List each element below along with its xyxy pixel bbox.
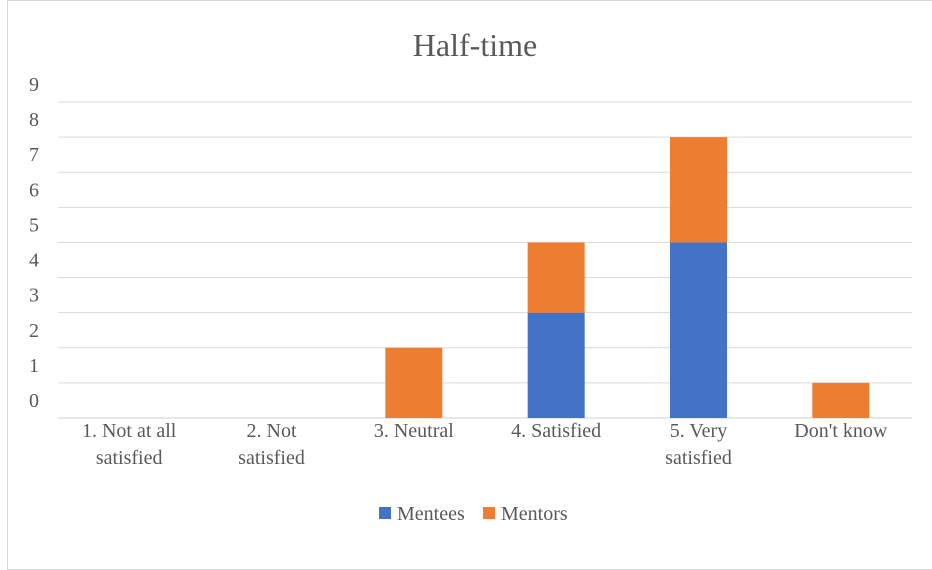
legend-swatch-mentors xyxy=(483,507,495,519)
x-category-label: 1. Not at all xyxy=(82,420,177,442)
x-category-label: satisfied xyxy=(238,447,305,469)
bar-mentors xyxy=(812,382,870,418)
x-category-label: 3. Neutral xyxy=(374,420,454,442)
y-axis-tick-labels: 0 1 2 3 4 5 6 7 8 9 xyxy=(29,74,39,412)
y-tick-label: 8 xyxy=(29,109,39,131)
bar-mentors xyxy=(670,137,727,243)
y-tick-label: 9 xyxy=(29,74,39,96)
bar-mentees xyxy=(670,242,727,418)
y-tick-label: 0 xyxy=(29,390,39,412)
legend-swatch-mentees xyxy=(379,507,391,519)
gridlines xyxy=(58,101,912,419)
chart-frame xyxy=(7,0,932,570)
y-tick-label: 7 xyxy=(29,144,39,166)
y-tick-label: 2 xyxy=(29,320,39,342)
legend-label-mentors: Mentors xyxy=(501,503,568,525)
y-tick-label: 4 xyxy=(29,250,39,272)
x-category-label: satisfied xyxy=(96,447,163,469)
y-tick-label: 6 xyxy=(29,179,39,201)
bar-mentors xyxy=(527,242,585,313)
bar-mentees xyxy=(527,312,585,418)
x-category-label: Don't know xyxy=(794,420,888,442)
legend-label-mentees: Mentees xyxy=(397,503,465,525)
bar-mentors xyxy=(385,347,443,418)
x-category-label: 5. Very xyxy=(670,420,727,442)
chart-title: Half-time xyxy=(413,27,537,63)
bars xyxy=(385,137,870,418)
x-category-label: satisfied xyxy=(665,447,732,469)
y-tick-label: 5 xyxy=(29,214,39,236)
x-category-label: 2. Not xyxy=(247,420,297,442)
x-category-label: 4. Satisfied xyxy=(511,420,601,442)
y-tick-label: 1 xyxy=(29,355,39,377)
x-axis-category-labels: 1. Not at all satisfied 2. Not satisfied 3. … xyxy=(82,420,888,469)
y-tick-label: 3 xyxy=(29,285,39,307)
legend: Mentees Mentors xyxy=(379,503,568,525)
